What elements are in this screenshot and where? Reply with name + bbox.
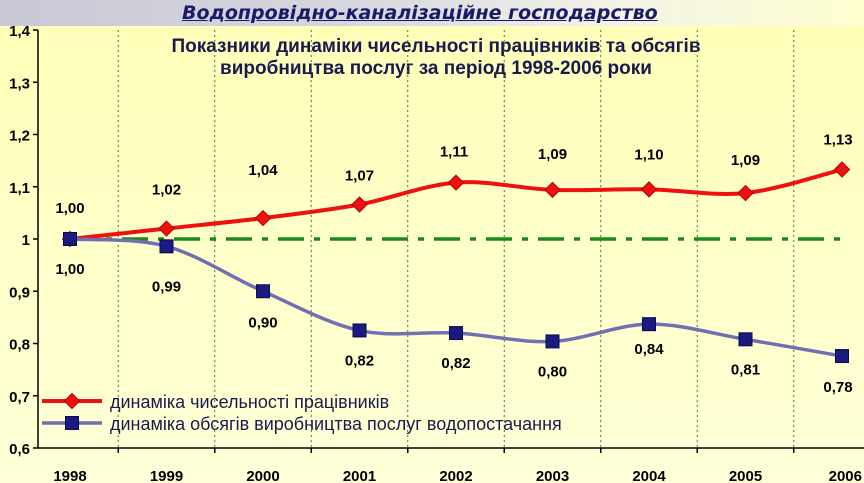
data-point	[158, 220, 175, 237]
data-label: 0,99	[152, 278, 181, 295]
data-label: 1,13	[823, 132, 852, 149]
y-tick-label: 0,7	[9, 389, 30, 406]
data-point	[449, 326, 463, 341]
x-tick-label: 1999	[150, 468, 183, 483]
x-tick-label: 2002	[439, 468, 472, 483]
x-tick-label: 1998	[53, 468, 86, 483]
x-tick-label: 2003	[536, 468, 569, 483]
y-tick-label: 0,9	[9, 284, 30, 301]
data-label: 1,00	[55, 200, 84, 217]
y-tick-label: 1,3	[9, 75, 30, 92]
series-water-supply	[63, 232, 849, 364]
data-point	[63, 232, 77, 246]
y-tick-label: 1	[22, 232, 30, 249]
data-label: 0,81	[731, 361, 760, 378]
y-tick-label: 1,1	[9, 180, 30, 197]
header-bar: Водопровідно-каналізаційне господарство	[0, 0, 864, 26]
data-point	[833, 161, 851, 178]
series-employees	[61, 161, 851, 248]
y-tick-label: 0,8	[9, 337, 30, 354]
data-point	[254, 209, 272, 227]
legend-item: динаміка чисельності працівників	[42, 392, 389, 412]
data-point	[351, 196, 368, 213]
data-point	[642, 317, 656, 332]
chart-title-line-2: виробництва послуг за період 1998-2006 р…	[220, 58, 652, 79]
data-label: 0,84	[634, 341, 664, 358]
legend-item: динаміка обсягів виробництва послуг водо…	[42, 414, 562, 434]
data-label: 0,90	[248, 314, 277, 331]
data-label: 0,80	[538, 363, 567, 380]
data-point	[545, 334, 560, 349]
data-point	[256, 284, 270, 299]
data-point	[447, 174, 465, 191]
data-point	[640, 181, 658, 198]
data-point	[835, 349, 849, 364]
data-label: 1,07	[345, 168, 374, 185]
data-point	[352, 323, 367, 338]
data-label: 0,82	[345, 352, 374, 369]
data-label: 0,82	[441, 355, 470, 372]
y-tick-label: 1,2	[9, 128, 30, 145]
legend-label: динаміка чисельності працівників	[110, 392, 389, 412]
x-tick-label: 2004	[632, 468, 666, 483]
data-label: 1,02	[152, 182, 181, 199]
data-point	[544, 181, 561, 199]
data-label: 1,09	[538, 146, 567, 163]
data-point	[159, 239, 174, 254]
y-tick-label: 1,4	[9, 23, 31, 40]
legend-label: динаміка обсягів виробництва послуг водо…	[110, 414, 562, 434]
chart-title-line-1: Показники динаміки чисельності працівник…	[171, 36, 700, 57]
legend-marker	[65, 416, 79, 430]
x-tick-label: 2005	[729, 468, 762, 483]
data-label: 1,04	[248, 162, 278, 179]
x-tick-label: 2000	[246, 468, 279, 483]
data-label: 1,11	[440, 144, 468, 161]
data-label: 0,78	[823, 379, 852, 396]
legend-marker	[63, 392, 81, 410]
data-point	[737, 184, 754, 202]
data-point	[738, 332, 753, 347]
y-tick-label: 0,6	[9, 441, 30, 458]
slide-title: Водопровідно-каналізаційне господарство	[182, 2, 658, 24]
x-tick-label: 2001	[343, 468, 376, 483]
data-label: 1,09	[731, 152, 760, 169]
data-label: 1,10	[634, 146, 663, 163]
x-tick-label: 2006	[829, 468, 862, 483]
data-label: 1,00	[55, 261, 84, 278]
